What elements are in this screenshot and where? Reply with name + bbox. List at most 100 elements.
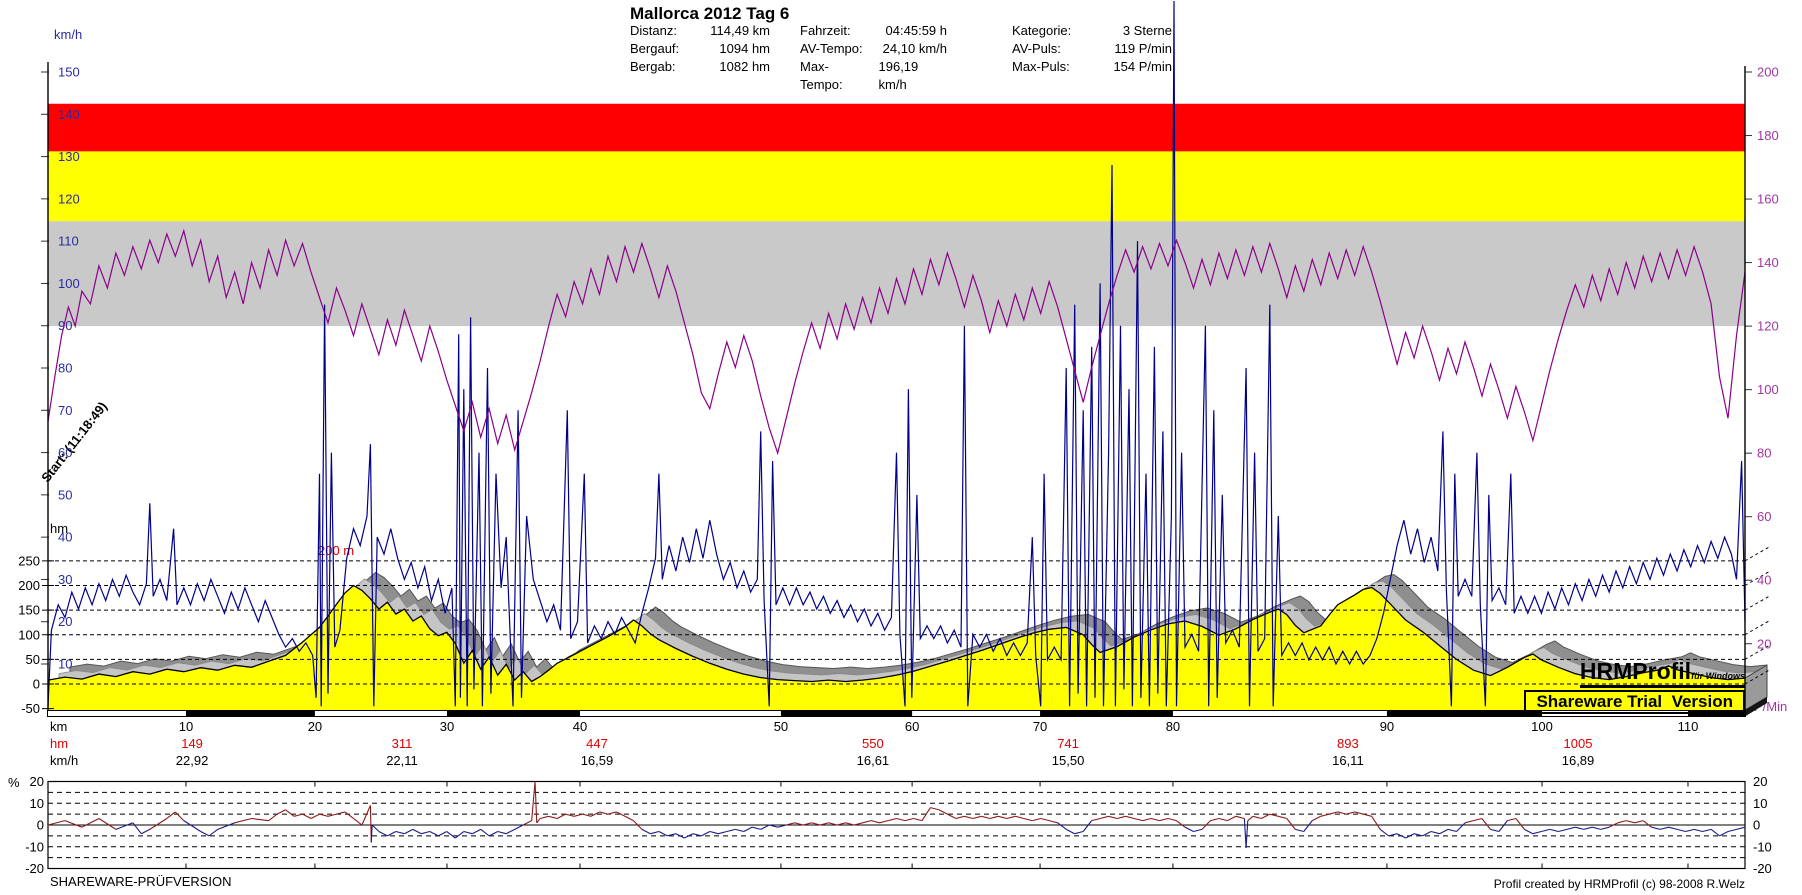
gradient-series-segment bbox=[1566, 826, 1576, 830]
gradient-series-segment bbox=[268, 813, 278, 822]
stat-label: AV-Tempo: bbox=[800, 41, 863, 56]
gradient-series-segment bbox=[412, 828, 422, 835]
gradient-series-segment bbox=[1668, 826, 1678, 830]
gradient-series-segment bbox=[1176, 820, 1186, 828]
gradient-series-segment bbox=[1600, 826, 1610, 830]
gradient-series-segment bbox=[1727, 828, 1737, 833]
km-bar-segment bbox=[185, 710, 315, 717]
gradient-series-segment bbox=[361, 805, 371, 826]
gradient-series-segment bbox=[1685, 828, 1695, 833]
gradient-series-segment bbox=[319, 813, 329, 817]
pulse-tick-label: 100 bbox=[1757, 382, 1779, 397]
speed-tick-label: 30 bbox=[58, 572, 72, 587]
gradient-series-segment bbox=[938, 809, 948, 815]
km-bar-segment bbox=[1386, 710, 1543, 717]
segment-kmh-value: 16,89 bbox=[1562, 753, 1595, 768]
gradient-series-segment bbox=[285, 809, 295, 817]
segment-kmh-value: 15,50 bbox=[1052, 753, 1085, 768]
km-tick-label: 60 bbox=[905, 719, 919, 734]
km-tick-label: 10 bbox=[179, 719, 193, 734]
gradient-series-segment bbox=[972, 815, 982, 820]
gradient-series-segment bbox=[565, 813, 575, 817]
km-tick-label: 30 bbox=[440, 719, 454, 734]
gradient-series-segment bbox=[1592, 826, 1601, 830]
elevation-3d-gridline bbox=[1744, 643, 1772, 660]
gradient-series-segment bbox=[641, 828, 651, 835]
gradient-series-segment bbox=[692, 833, 702, 837]
gradient-series-segment bbox=[887, 817, 897, 822]
stat-row: Kategorie: 3 Sterne bbox=[1012, 22, 1172, 40]
speed-tick-label: 50 bbox=[58, 487, 72, 502]
stat-value: 1082 hm bbox=[719, 59, 770, 74]
km-tick-label: 50 bbox=[774, 719, 788, 734]
elevation-back-ribbon bbox=[69, 571, 1768, 698]
gradient-series-segment bbox=[701, 831, 711, 837]
gradient-series-segment bbox=[132, 822, 142, 835]
gradient-series-segment bbox=[1405, 833, 1415, 839]
pulse-tick-label: 180 bbox=[1757, 128, 1779, 143]
gradient-series-segment bbox=[1541, 828, 1550, 833]
stat-label: AV-Puls: bbox=[1012, 41, 1061, 56]
gradient-series-segment bbox=[1286, 818, 1296, 830]
gradient-series-segment bbox=[1032, 817, 1041, 822]
gradient-series-segment bbox=[1642, 820, 1653, 828]
speed-tick-label: 110 bbox=[58, 234, 79, 249]
km-tick-label: 90 bbox=[1380, 719, 1394, 734]
watermark: HRMProfilfür Windows Shareware Trial Ver… bbox=[1524, 658, 1745, 714]
gradient-series-segment bbox=[1091, 817, 1101, 822]
gradient-series-segment bbox=[1269, 813, 1279, 817]
speed-tick-label: 130 bbox=[58, 149, 80, 164]
gradient-series-segment bbox=[208, 828, 219, 837]
watermark-subtitle: für Windows bbox=[1691, 671, 1745, 681]
gradient-series-segment bbox=[1634, 820, 1644, 824]
km-tick-label: 100 bbox=[1531, 719, 1553, 734]
start-time-annotation: Start: (11:18:49) bbox=[38, 398, 111, 485]
segment-kmh-value: 16,59 bbox=[581, 753, 614, 768]
gradient-series-segment bbox=[378, 831, 388, 837]
stat-label: Max-Tempo: bbox=[800, 59, 843, 92]
pulse-tick-label: 60 bbox=[1757, 509, 1771, 524]
km-bar-segment bbox=[1040, 710, 1173, 717]
gradient-series-segment bbox=[582, 813, 592, 817]
red-zone-band bbox=[48, 103, 1745, 152]
gradient-series-segment bbox=[1660, 826, 1669, 830]
gradient-series-segment bbox=[1676, 828, 1686, 833]
stats-column-pulse: Kategorie: 3 Sterne AV-Puls: 119 P/min Max… bbox=[1012, 22, 1172, 76]
yellow-zone-band bbox=[48, 151, 1745, 222]
gradient-series-segment bbox=[675, 833, 685, 839]
segment-hm-value: 311 bbox=[392, 736, 413, 751]
gradient-series-segment bbox=[1430, 830, 1440, 835]
gradient-box bbox=[47, 780, 1746, 870]
stat-value: 1094 hm bbox=[719, 41, 770, 56]
gradient-series-segment bbox=[1388, 833, 1398, 837]
credits-footer: Profil created by HRMProfil (c) 98-2008 … bbox=[1493, 877, 1745, 891]
stats-column-time: Fahrzeit: 04:45:59 h AV-Tempo: 24,10 km/h … bbox=[800, 22, 947, 92]
gradient-series-segment bbox=[803, 822, 812, 826]
elevation-tick-label: -50 bbox=[21, 701, 40, 716]
segment-kmh-value: 22,92 bbox=[176, 753, 209, 768]
gradient-series-segment bbox=[1235, 815, 1245, 820]
elevation-front-face bbox=[48, 585, 1745, 710]
stat-label: Kategorie: bbox=[1012, 23, 1072, 38]
km-bar-segment bbox=[446, 710, 581, 717]
gradient-series-segment bbox=[1247, 815, 1254, 822]
elevation-tick-label: 100 bbox=[18, 627, 40, 642]
gradient-series-segment bbox=[505, 828, 515, 835]
gradient-series-segment bbox=[1082, 820, 1093, 832]
gradient-series-segment bbox=[1210, 817, 1220, 822]
stat-value: 3 Sterne bbox=[1122, 23, 1172, 38]
heart-rate-series bbox=[47, 228, 1746, 456]
gradient-series-segment bbox=[1142, 817, 1152, 822]
elevation-3d-gridline bbox=[1744, 545, 1772, 562]
gradient-series-segment bbox=[327, 813, 337, 817]
gradient-series-segment bbox=[302, 813, 312, 819]
gray-zone-band bbox=[48, 221, 1745, 327]
gradient-tick-label-right: 20 bbox=[1753, 774, 1767, 789]
segment-hm-value: 741 bbox=[1057, 736, 1079, 751]
elevation-3d-gridline bbox=[1744, 668, 1772, 685]
elevation-mid-ribbon bbox=[58, 578, 1757, 704]
stat-row: Bergauf: 1094 hm bbox=[630, 40, 770, 58]
stat-row: AV-Puls: 119 P/min bbox=[1012, 40, 1172, 58]
stat-row: Distanz: 114,49 km bbox=[630, 22, 770, 40]
km-tick-label: 70 bbox=[1033, 719, 1047, 734]
